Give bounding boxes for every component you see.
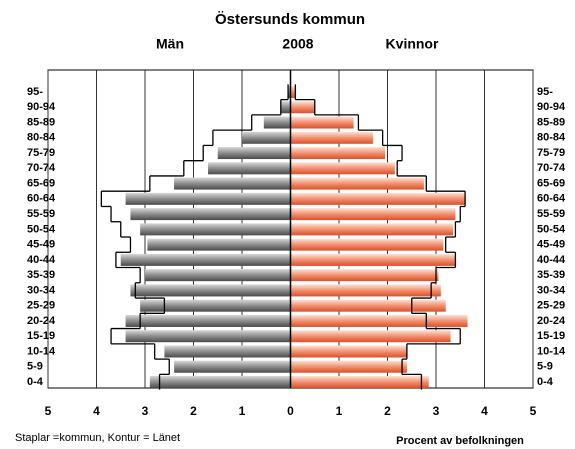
y-tick-label: 85-89 bbox=[27, 116, 55, 128]
bar bbox=[290, 330, 451, 343]
y-tick-label: 20-24 bbox=[27, 315, 56, 327]
y-tick-label: 50-54 bbox=[27, 223, 56, 235]
chart-subtitle: 2008 bbox=[282, 36, 313, 52]
bar bbox=[217, 147, 291, 160]
chart-title: Östersunds kommun bbox=[215, 11, 365, 28]
bar bbox=[290, 284, 441, 297]
bar bbox=[140, 299, 291, 312]
y-tick-label: 30-34 bbox=[27, 284, 56, 296]
bar bbox=[290, 208, 456, 221]
y-tick-label: 55-59 bbox=[27, 208, 55, 220]
y-tick-label: 15-19 bbox=[27, 330, 55, 342]
y-tick-label: 35-39 bbox=[537, 269, 565, 281]
bar bbox=[290, 253, 456, 266]
bar bbox=[125, 314, 291, 327]
y-tick-label: 35-39 bbox=[27, 269, 55, 281]
bar bbox=[263, 116, 291, 129]
bar bbox=[290, 223, 453, 236]
bar bbox=[290, 86, 296, 98]
bar bbox=[290, 147, 386, 160]
bar bbox=[125, 330, 291, 343]
bar bbox=[140, 223, 291, 236]
bar bbox=[208, 162, 291, 175]
y-tick-label: 15-19 bbox=[537, 330, 565, 342]
note: Staplar =kommun, Kontur = Länet bbox=[15, 432, 180, 444]
y-tick-label: 30-34 bbox=[537, 284, 566, 296]
x-tick-label: 2 bbox=[384, 404, 391, 418]
bar bbox=[280, 101, 291, 114]
bar bbox=[120, 253, 291, 266]
x-tick-label: 5 bbox=[530, 404, 537, 418]
y-tick-label: 60-64 bbox=[27, 193, 56, 205]
y-tick-label: 40-44 bbox=[27, 254, 56, 266]
y-tick-label: 55-59 bbox=[537, 208, 565, 220]
y-tick-label: 60-64 bbox=[537, 193, 566, 205]
bar bbox=[290, 345, 407, 358]
y-tick-label: 20-24 bbox=[537, 315, 566, 327]
bar bbox=[290, 177, 424, 190]
bar bbox=[130, 208, 291, 221]
x-tick-label: 2 bbox=[190, 404, 197, 418]
bar bbox=[290, 116, 354, 129]
x-tick-label: 1 bbox=[239, 404, 246, 418]
y-tick-label: 0-4 bbox=[537, 376, 554, 388]
y-tick-label: 0-4 bbox=[27, 376, 44, 388]
y-tick-label: 65-69 bbox=[537, 177, 565, 189]
bar bbox=[290, 162, 395, 175]
bar bbox=[125, 192, 291, 205]
x-tick-label: 5 bbox=[45, 404, 52, 418]
y-tick-label: 40-44 bbox=[537, 254, 566, 266]
y-tick-label: 10-14 bbox=[27, 345, 56, 357]
x-tick-label: 4 bbox=[481, 404, 488, 418]
x-tick-label: 3 bbox=[142, 404, 149, 418]
bar bbox=[242, 131, 291, 144]
bar bbox=[174, 360, 291, 373]
y-tick-label: 50-54 bbox=[537, 223, 566, 235]
y-tick-label: 10-14 bbox=[537, 345, 566, 357]
y-tick-label: 5-9 bbox=[27, 361, 43, 373]
y-tick-label: 65-69 bbox=[27, 177, 55, 189]
y-tick-label: 45-49 bbox=[537, 239, 565, 251]
y-tick-label: 80-84 bbox=[27, 132, 56, 144]
bar bbox=[145, 269, 291, 282]
bar bbox=[164, 345, 291, 358]
bar bbox=[290, 314, 468, 327]
y-tick-label: 25-29 bbox=[27, 300, 55, 312]
y-tick-label: 85-89 bbox=[537, 116, 565, 128]
bar bbox=[290, 131, 373, 144]
bar bbox=[130, 284, 291, 297]
y-tick-label: 45-49 bbox=[27, 239, 55, 251]
legend-women: Kvinnor bbox=[386, 36, 439, 52]
y-tick-label: 70-74 bbox=[537, 162, 566, 174]
y-tick-label: 80-84 bbox=[537, 132, 566, 144]
x-axis-label: Procent av befolkningen bbox=[396, 435, 524, 447]
y-tick-label: 5-9 bbox=[537, 361, 553, 373]
bar bbox=[290, 376, 429, 388]
bar bbox=[290, 299, 446, 312]
bar bbox=[290, 238, 444, 251]
bar bbox=[147, 238, 291, 251]
bar bbox=[288, 86, 291, 98]
y-tick-label: 25-29 bbox=[537, 300, 565, 312]
bar bbox=[290, 269, 439, 282]
y-tick-label: 75-79 bbox=[27, 147, 55, 159]
x-tick-label: 4 bbox=[93, 404, 100, 418]
bar bbox=[290, 101, 315, 114]
bar bbox=[290, 360, 407, 373]
bar bbox=[174, 177, 291, 190]
y-tick-label: 90-94 bbox=[537, 101, 566, 113]
y-tick-label: 90-94 bbox=[27, 101, 56, 113]
x-tick-label: 1 bbox=[336, 404, 343, 418]
bar bbox=[290, 192, 466, 205]
y-tick-label: 70-74 bbox=[27, 162, 56, 174]
bar bbox=[149, 376, 291, 388]
y-tick-label: 75-79 bbox=[537, 147, 565, 159]
legend-men: Män bbox=[156, 36, 184, 52]
y-tick-label: 95- bbox=[537, 86, 553, 98]
x-tick-label: 3 bbox=[433, 404, 440, 418]
x-tick-label: 0 bbox=[287, 404, 294, 418]
y-tick-label: 95- bbox=[27, 86, 43, 98]
